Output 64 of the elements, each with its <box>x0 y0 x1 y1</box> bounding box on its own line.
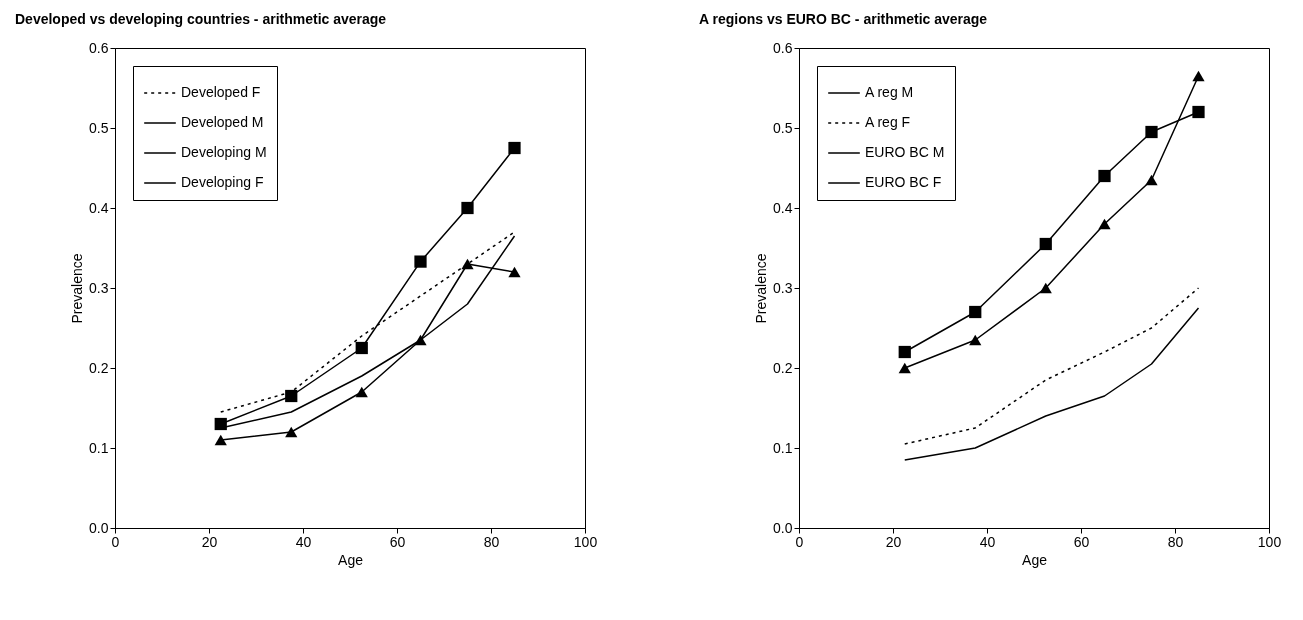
legend-label: Developed F <box>181 84 261 100</box>
point <box>969 334 982 346</box>
chart-title: Developed vs developing countries - arithmetic average <box>15 11 387 27</box>
y-tick-label: 0.3 <box>89 279 109 296</box>
x-tick-label: 60 <box>1073 533 1090 550</box>
legend-label: Developed M <box>181 114 264 130</box>
x-axis-title: Age <box>338 551 364 568</box>
legend-label: EURO BC F <box>865 174 942 190</box>
y-axis-title: Prevalence <box>753 253 770 324</box>
point <box>355 341 368 355</box>
x-tick-label: 20 <box>201 533 218 550</box>
point <box>508 266 521 278</box>
point <box>1145 125 1158 139</box>
legend-label: A reg F <box>865 114 911 130</box>
line-series <box>904 287 1200 445</box>
x-tick-label: 80 <box>1167 533 1184 550</box>
y-tick-label: 0.5 <box>89 119 109 136</box>
point <box>285 426 298 438</box>
y-tick-label: 0.2 <box>773 359 793 376</box>
point <box>1098 169 1111 183</box>
legend-label: Developing M <box>181 144 267 160</box>
point <box>1145 174 1158 186</box>
y-tick-label: 0.3 <box>773 279 793 296</box>
y-tick-label: 0.2 <box>89 359 109 376</box>
point <box>1039 282 1052 294</box>
point <box>898 362 911 374</box>
y-tick-label: 0.6 <box>773 39 793 56</box>
y-tick-label: 0.4 <box>773 199 793 216</box>
point <box>461 201 474 215</box>
y-tick-label: 0.4 <box>89 199 109 216</box>
x-tick-label: 0 <box>111 533 120 550</box>
point <box>1098 218 1111 230</box>
point <box>1192 70 1205 82</box>
point <box>969 305 982 319</box>
y-tick-label: 0.1 <box>773 439 793 456</box>
legend-label: A reg M <box>865 84 914 100</box>
y-axis-title: Prevalence <box>69 253 86 324</box>
line-series <box>904 307 1200 461</box>
chart-title: A regions vs EURO BC - arithmetic average <box>699 11 988 27</box>
legend-label: Developing F <box>181 174 264 190</box>
point <box>508 141 521 155</box>
point <box>285 389 298 403</box>
x-tick-label: 0 <box>795 533 804 550</box>
y-tick-label: 0.0 <box>773 519 793 536</box>
x-axis-title: Age <box>1022 551 1048 568</box>
point <box>355 386 368 398</box>
legend-label: EURO BC M <box>865 144 945 160</box>
x-tick-label: 40 <box>295 533 312 550</box>
point <box>414 255 427 268</box>
x-tick-label: 100 <box>573 533 598 550</box>
x-tick-label: 40 <box>979 533 996 550</box>
point <box>1039 237 1052 251</box>
x-tick-label: 60 <box>389 533 406 550</box>
point <box>214 417 227 431</box>
point <box>1192 105 1205 119</box>
y-tick-label: 0.1 <box>89 439 109 456</box>
x-tick-label: 80 <box>483 533 500 550</box>
y-tick-label: 0.6 <box>89 39 109 56</box>
y-tick-label: 0.0 <box>89 519 109 536</box>
point <box>898 345 911 359</box>
y-tick-label: 0.5 <box>773 119 793 136</box>
x-tick-label: 100 <box>1257 533 1282 550</box>
point <box>214 434 227 446</box>
x-tick-label: 20 <box>885 533 902 550</box>
